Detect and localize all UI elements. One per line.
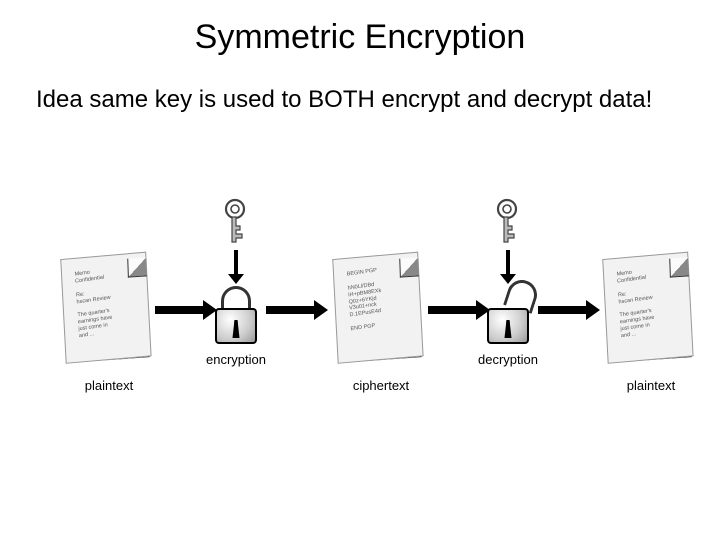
lock-open-icon: decryption — [487, 288, 529, 344]
encryption-diagram: Memo Confidential Re: hscan Review The q… — [0, 200, 720, 460]
document-icon: BEGIN PGP hN0Ll/DBd IH+pBM8EXk Q0z+6YKjd… — [340, 257, 421, 362]
doc-text: Memo Confidential Re: hscan Review The q… — [616, 263, 685, 340]
encryption-label: encryption — [206, 352, 266, 367]
decryption-label: decryption — [478, 352, 538, 367]
plaintext-label-left: plaintext — [85, 378, 133, 393]
arrow-right-icon — [155, 306, 203, 314]
document-icon: Memo Confidential Re: hscan Review The q… — [68, 257, 149, 362]
plaintext-doc-left: Memo Confidential Re: hscan Review The q… — [70, 260, 148, 360]
arrow-right-icon — [428, 306, 476, 314]
key-icon-left — [218, 198, 252, 248]
page-title: Symmetric Encryption — [0, 0, 720, 57]
arrow-right-icon — [538, 306, 586, 314]
arrow-right-icon — [266, 306, 314, 314]
arrow-down-icon — [506, 250, 510, 274]
plaintext-doc-right: Memo Confidential Re: hscan Review The q… — [612, 260, 690, 360]
lock-closed-icon: encryption — [215, 288, 257, 344]
doc-text: BEGIN PGP hN0Ll/DBd IH+pBM8EXk Q0z+6YKjd… — [347, 263, 415, 333]
subtitle: Idea same key is used to BOTH encrypt an… — [0, 57, 720, 115]
key-icon-right — [490, 198, 524, 248]
plaintext-label-right: plaintext — [627, 378, 675, 393]
ciphertext-label: ciphertext — [353, 378, 409, 393]
document-icon: Memo Confidential Re: hscan Review The q… — [610, 257, 691, 362]
arrow-down-icon — [234, 250, 238, 274]
doc-text: Memo Confidential Re: hscan Review The q… — [74, 263, 143, 340]
ciphertext-doc: BEGIN PGP hN0Ll/DBd IH+pBM8EXk Q0z+6YKjd… — [342, 260, 420, 360]
